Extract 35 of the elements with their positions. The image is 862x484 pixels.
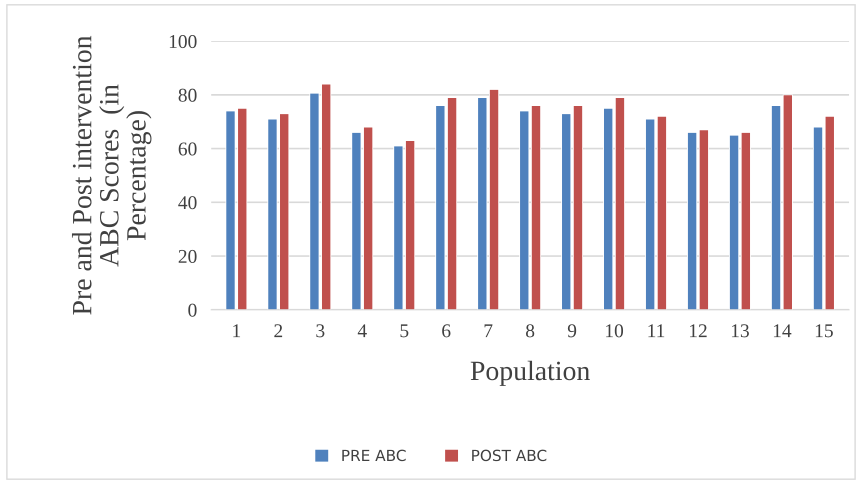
bar	[782, 94, 793, 310]
x-tick-label: 15	[816, 324, 833, 338]
y-axis-title: Pre and Post intervention ABC Scores (in Percentage)	[72, 36, 152, 315]
bar	[603, 108, 614, 310]
x-tick-label: 8	[526, 324, 534, 338]
x-tick-label: 13	[732, 324, 749, 338]
legend-label: POST ABC	[472, 450, 546, 462]
y-tick-label: 100	[170, 34, 197, 48]
bar	[687, 132, 698, 310]
y-tick-label: 0	[188, 304, 197, 317]
bar	[645, 118, 656, 310]
x-tick-label: 11	[648, 324, 664, 338]
x-tick-label: 4	[358, 324, 367, 338]
bar	[656, 116, 667, 310]
bar	[729, 134, 740, 310]
bar	[740, 132, 751, 310]
x-tick-label: 9	[568, 324, 576, 338]
bar	[698, 129, 709, 310]
x-axis-title: Population	[470, 360, 590, 386]
bar	[614, 97, 625, 310]
legend-label: PRE ABC	[342, 450, 406, 462]
x-tick-label: 6	[442, 324, 450, 338]
x-tick-label: 5	[400, 324, 408, 338]
x-tick-label: 1	[233, 324, 240, 338]
x-tick-label: 14	[774, 324, 792, 338]
y-tick-label: 80	[178, 88, 197, 102]
x-tick-label: 2	[274, 324, 282, 338]
x-tick-label: 3	[316, 324, 324, 338]
y-tick-label: 60	[178, 142, 197, 156]
y-tick-label: 40	[178, 196, 197, 210]
x-tick-label: 10	[606, 324, 624, 338]
x-tick-label: 7	[484, 324, 492, 338]
bar	[771, 105, 782, 310]
y-tick-label: 20	[178, 250, 197, 263]
x-tick-label: 12	[690, 324, 707, 338]
